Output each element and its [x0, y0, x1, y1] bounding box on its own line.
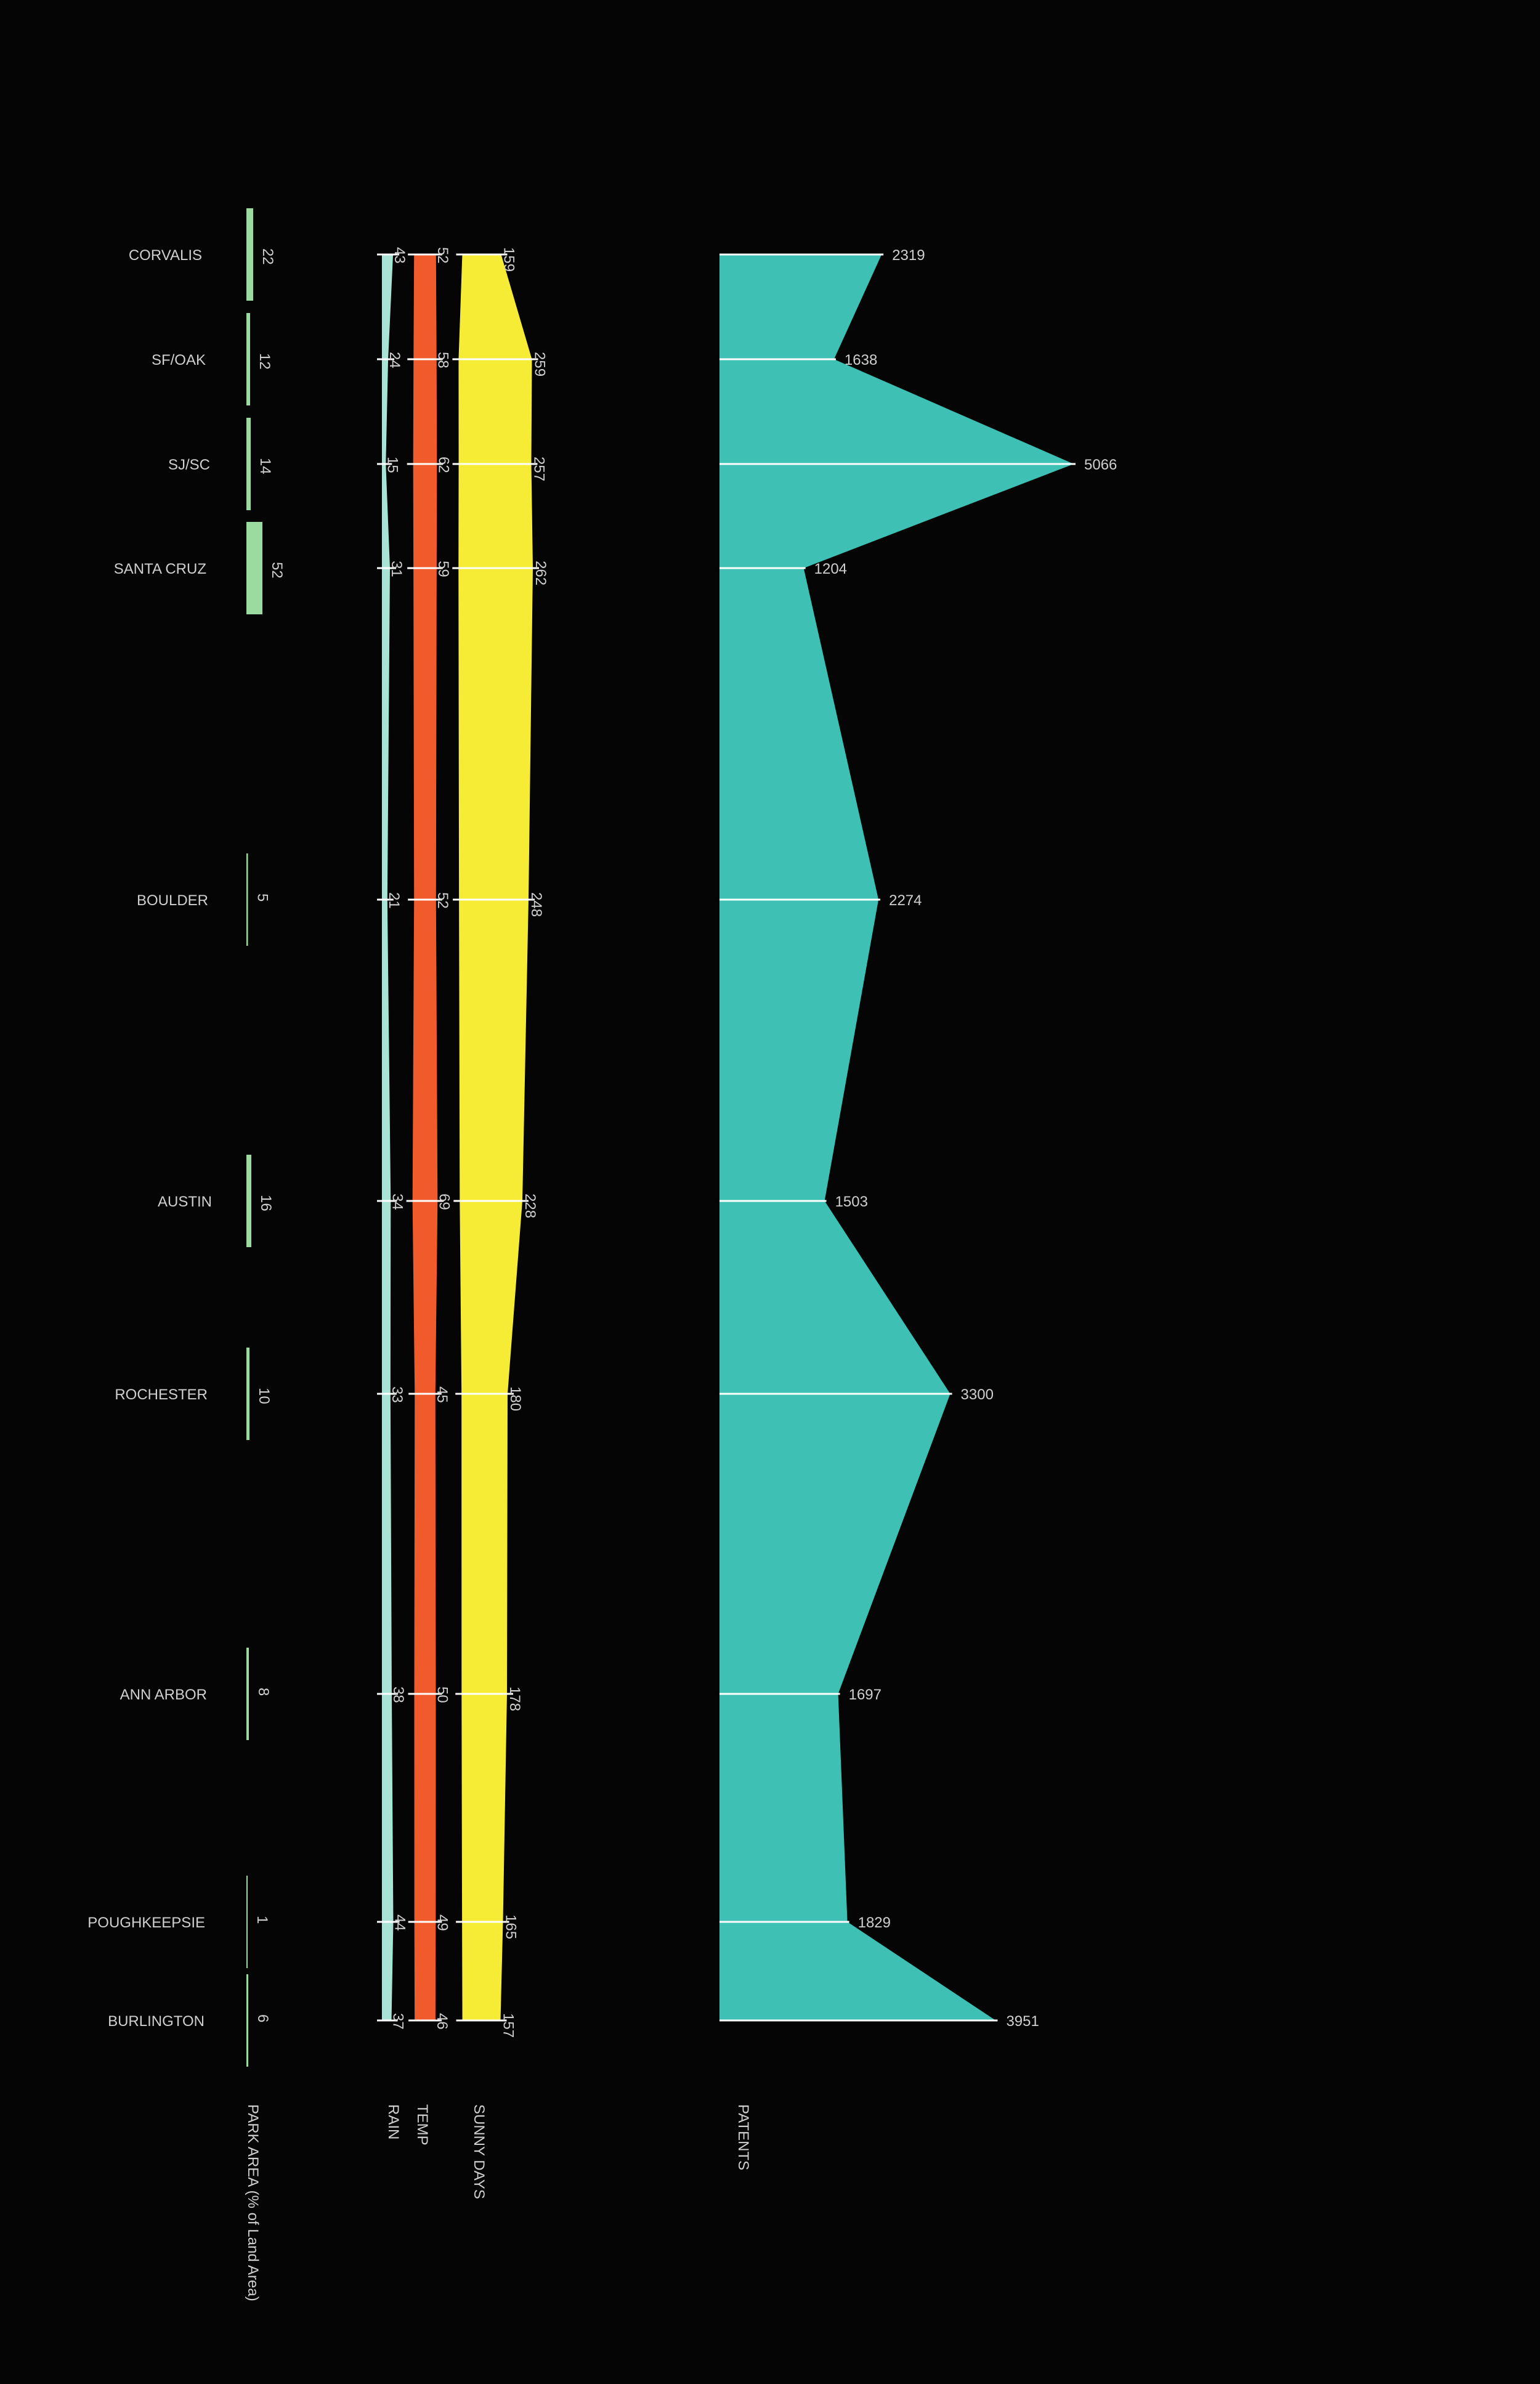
- city-label: BOULDER: [137, 892, 208, 909]
- city-label: BURLINGTON: [108, 2013, 205, 2030]
- park-bar: [246, 1876, 248, 1968]
- temp-axis-label: TEMP: [414, 2104, 431, 2146]
- patents-value-label: 5066: [1084, 457, 1117, 473]
- sunny-days-value-label: 257: [531, 457, 548, 481]
- sunny-days-value-label: 259: [532, 352, 548, 376]
- sunny-days-value-label: 165: [503, 1914, 519, 1939]
- temp-value-label: 46: [434, 2013, 450, 2030]
- park-area-axis-label: PARK AREA (% of Land Area): [245, 2104, 261, 2301]
- temp-value-label: 50: [434, 1686, 451, 1703]
- city-label: AUSTIN: [158, 1194, 212, 1210]
- rain-axis-label: RAIN: [385, 2104, 402, 2139]
- park-bar: [246, 208, 253, 301]
- park-value-label: 22: [259, 248, 276, 265]
- park-value-label: 6: [254, 2014, 271, 2022]
- temp-band: [412, 254, 438, 2020]
- rain-value-label: 21: [386, 892, 402, 909]
- sunny-days-value-label: 180: [507, 1386, 524, 1411]
- temp-value-label: 52: [434, 247, 451, 264]
- park-bar: [246, 1648, 249, 1740]
- patents-value-label: 1829: [858, 1914, 891, 1931]
- city-label: CORVALIS: [129, 247, 202, 264]
- rain-value-label: 31: [388, 561, 405, 577]
- rain-value-label: 15: [384, 457, 400, 473]
- sunny-days-value-label: 248: [528, 892, 545, 917]
- temp-value-label: 62: [435, 457, 452, 473]
- park-value-label: 1: [254, 1916, 270, 1924]
- rain-value-label: 43: [391, 247, 408, 264]
- rain-value-label: 33: [389, 1386, 405, 1403]
- rain-value-label: 24: [386, 352, 403, 368]
- patents-value-label: 3951: [1006, 2013, 1039, 2030]
- patents-axis-label: PATENTS: [735, 2104, 752, 2170]
- city-label: ANN ARBOR: [120, 1686, 207, 1703]
- rain-value-label: 37: [390, 2013, 407, 2030]
- patents-value-label: 1638: [845, 352, 877, 368]
- park-value-label: 14: [257, 458, 274, 474]
- rain-value-label: 34: [389, 1194, 405, 1210]
- park-bar: [246, 313, 250, 405]
- sunny-days-value-label: 262: [532, 561, 549, 585]
- park-value-label: 5: [254, 893, 271, 901]
- temp-value-label: 69: [436, 1194, 452, 1210]
- rain-value-label: 38: [390, 1686, 407, 1703]
- temp-value-label: 49: [434, 1914, 450, 1931]
- patents-value-label: 1503: [835, 1194, 868, 1210]
- park-bar: [246, 522, 262, 614]
- city-label: POUGHKEEPSIE: [87, 1914, 205, 1931]
- city-label: SF/OAK: [152, 352, 206, 368]
- sunny-days-value-label: 228: [522, 1194, 538, 1218]
- park-value-label: 10: [256, 1388, 272, 1404]
- sunny-days-value-label: 157: [500, 2013, 517, 2038]
- park-bar: [246, 1974, 248, 2067]
- city-label: ROCHESTER: [115, 1386, 208, 1403]
- temp-value-label: 45: [434, 1386, 450, 1403]
- park-value-label: 8: [255, 1688, 272, 1696]
- patents-value-label: 1697: [849, 1686, 881, 1703]
- sunny-days-value-label: 159: [501, 247, 517, 272]
- park-bar: [246, 1348, 249, 1440]
- park-value-label: 16: [257, 1195, 274, 1211]
- sunny-days-band: [458, 254, 533, 2020]
- park-bar: [246, 418, 251, 510]
- rain-band: [382, 254, 394, 2020]
- temp-value-label: 59: [435, 561, 452, 577]
- city-label: SJ/SC: [168, 457, 210, 473]
- patents-value-label: 2274: [889, 892, 922, 909]
- park-value-label: 12: [256, 353, 273, 370]
- rain-value-label: 44: [391, 1914, 408, 1931]
- temp-value-label: 58: [435, 352, 452, 368]
- patents-area: [719, 254, 1074, 2020]
- sunny-days-axis-label: SUNNY DAYS: [471, 2104, 487, 2199]
- temp-value-label: 52: [434, 892, 451, 909]
- park-value-label: 52: [269, 562, 285, 579]
- park-bar: [246, 1155, 251, 1247]
- patents-value-label: 3300: [961, 1386, 994, 1403]
- patents-value-label: 2319: [892, 247, 925, 264]
- patents-value-label: 1204: [814, 561, 847, 577]
- city-label: SANTA CRUZ: [114, 561, 206, 577]
- park-bar: [246, 853, 248, 946]
- sunny-days-value-label: 178: [506, 1686, 523, 1711]
